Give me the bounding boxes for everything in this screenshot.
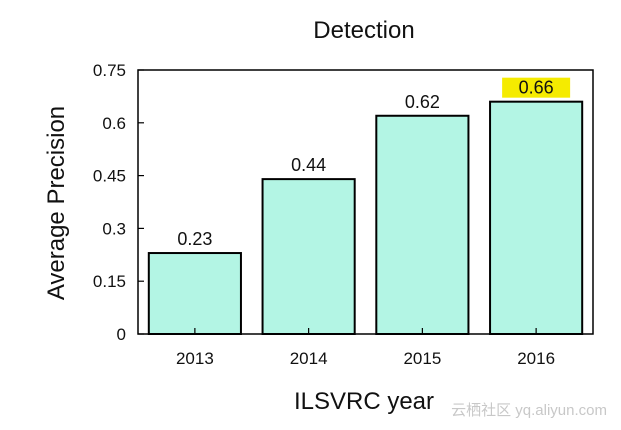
data-label: 0.66	[519, 78, 554, 98]
data-label: 0.23	[177, 229, 212, 249]
y-tick-label: 0.6	[102, 114, 126, 133]
x-tick-label: 2014	[290, 349, 328, 368]
chart-title: Detection	[313, 17, 414, 44]
plot-area: 0 0.15 0.3 0.45 0.6 0.75 2013 0.23 2014 0.44 2015 0…	[93, 61, 594, 368]
y-tick-label: 0	[117, 325, 126, 344]
y-tick-label: 0.75	[93, 61, 126, 80]
plot-frame	[137, 69, 594, 335]
y-axis-label: Average Precision	[43, 106, 70, 300]
y-tick-label: 0.15	[93, 272, 126, 291]
y-tick-label: 0.45	[93, 167, 126, 186]
x-tick-label: 2016	[517, 349, 555, 368]
data-label: 0.62	[405, 92, 440, 112]
data-label-highlight	[502, 77, 571, 98]
x-tick-label: 2013	[176, 349, 214, 368]
y-tick-label: 0.3	[102, 219, 126, 238]
bar	[261, 178, 356, 335]
bar	[147, 252, 242, 335]
watermark: 云栖社区 yq.aliyun.com	[451, 402, 607, 419]
data-label: 0.44	[291, 155, 326, 175]
bar	[489, 100, 584, 336]
x-tick-label: 2015	[403, 349, 441, 368]
bar	[375, 114, 470, 336]
x-axis-label: ILSVRC year	[294, 388, 434, 415]
